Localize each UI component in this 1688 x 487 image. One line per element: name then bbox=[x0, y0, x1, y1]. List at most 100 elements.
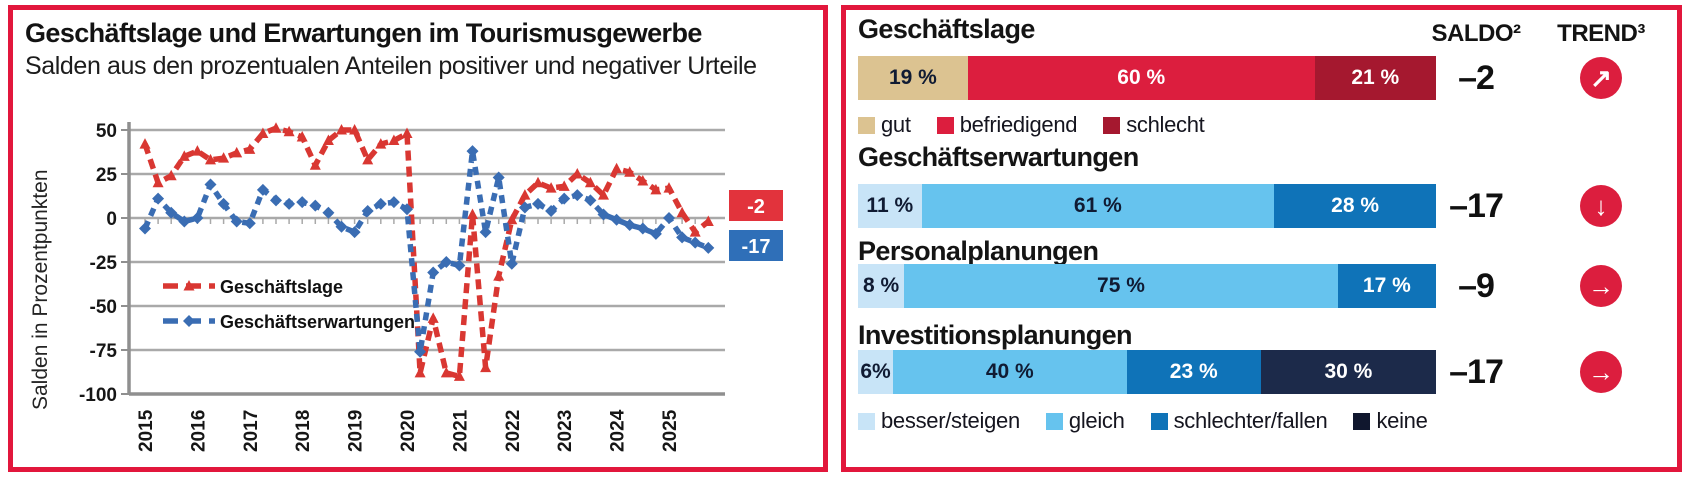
x-year-label: 2021 bbox=[450, 409, 471, 452]
diamond-marker bbox=[387, 196, 400, 209]
row-heading-personalplanungen: Personalplanungen bbox=[858, 236, 1099, 266]
chart-legend-label: Geschäftslage bbox=[220, 277, 343, 297]
line-chart-panel: Geschäftslage und Erwartungen im Tourism… bbox=[8, 5, 828, 472]
x-year-label: 2015 bbox=[136, 409, 157, 452]
chart-title: Geschäftslage und Erwartungen im Tourism… bbox=[25, 18, 702, 48]
triangle-marker bbox=[702, 215, 714, 227]
diamond-marker bbox=[492, 171, 505, 184]
legend-item: besser/steigen bbox=[858, 408, 1020, 434]
saldo-value-geschaeftslage: –2 bbox=[1458, 59, 1495, 97]
diamond-marker bbox=[217, 197, 230, 210]
legend-label: gut bbox=[881, 112, 911, 137]
triangle-marker bbox=[506, 213, 518, 225]
saldo-column-header: SALDO² bbox=[1431, 20, 1522, 47]
x-year-label: 2019 bbox=[346, 410, 367, 452]
legend-item: schlecht bbox=[1103, 112, 1205, 138]
saldo-value-investitionsplanungen: –17 bbox=[1449, 353, 1504, 391]
triangle-marker bbox=[205, 153, 216, 165]
stacked-bar-geschaeftserwartungen: 11 % 61 % 28 % bbox=[858, 184, 1436, 228]
triangle-marker bbox=[218, 152, 230, 163]
saldo-value-geschaeftserwartungen: –17 bbox=[1449, 187, 1504, 225]
triangle-marker bbox=[375, 138, 387, 149]
triangle-marker bbox=[309, 159, 321, 170]
y-axis-label: Salden in Prozentpunkten bbox=[29, 169, 52, 410]
diamond-marker bbox=[374, 197, 387, 210]
triangle-marker bbox=[663, 182, 675, 193]
row-heading-geschaeftserwartungen: Geschäftserwartungen bbox=[858, 142, 1139, 172]
y-tick-label: -100 bbox=[79, 385, 117, 406]
legend-planungen: besser/steigen gleich schlechter/fallen kei… bbox=[858, 408, 1428, 434]
legend-swatch-icon bbox=[1045, 412, 1063, 430]
triangle-marker bbox=[183, 280, 195, 291]
legend-lage: gut befriedigend schlecht bbox=[858, 112, 1205, 138]
diamond-marker bbox=[152, 192, 165, 205]
triangle-marker bbox=[598, 189, 609, 200]
triangle-marker bbox=[283, 125, 295, 137]
x-year-label: 2016 bbox=[188, 410, 209, 452]
triangle-marker bbox=[624, 166, 636, 177]
diamond-marker bbox=[440, 256, 453, 268]
triangle-marker bbox=[558, 180, 570, 191]
bar-segment: 30 % bbox=[1260, 350, 1436, 394]
chart-subtitle: Salden aus den prozentualen Anteilen pos… bbox=[25, 52, 757, 80]
diamond-marker bbox=[649, 227, 662, 240]
legend-item: gleich bbox=[1045, 408, 1125, 434]
triangle-marker bbox=[349, 124, 361, 135]
diamond-marker bbox=[636, 222, 649, 235]
diamond-marker bbox=[427, 266, 440, 279]
trend-up-right-icon: ↗ bbox=[1580, 57, 1622, 99]
triangle-marker bbox=[676, 206, 688, 218]
legend-swatch-icon bbox=[858, 116, 875, 134]
legend-item: befriedigend bbox=[936, 112, 1077, 138]
end-value-label: -2 bbox=[747, 196, 765, 218]
triangle-marker bbox=[270, 122, 282, 133]
triangle-marker bbox=[401, 127, 413, 139]
series-line-geschaeftslage bbox=[142, 125, 711, 380]
diamond-marker bbox=[414, 345, 427, 358]
triangle-marker bbox=[165, 169, 177, 181]
diamond-marker bbox=[296, 196, 309, 209]
diamond-marker bbox=[558, 192, 571, 205]
bar-segment: 19 % bbox=[858, 56, 968, 100]
triangle-marker bbox=[532, 176, 544, 188]
diamond-marker bbox=[532, 197, 544, 210]
diamond-marker bbox=[689, 236, 702, 249]
diamond-marker bbox=[479, 226, 492, 239]
triangle-marker bbox=[191, 145, 203, 156]
triangle-marker bbox=[388, 134, 400, 146]
bar-segment: 61 % bbox=[921, 184, 1275, 228]
triangle-marker bbox=[453, 370, 465, 381]
triangle-marker bbox=[467, 208, 478, 219]
diamond-marker bbox=[183, 315, 195, 327]
end-value-box bbox=[729, 190, 783, 221]
row-heading-geschaeftslage: Geschäftslage bbox=[858, 14, 1035, 44]
x-year-label: 2020 bbox=[398, 410, 419, 452]
x-year-label: 2017 bbox=[241, 410, 262, 452]
diamond-marker bbox=[597, 208, 610, 221]
diamond-marker bbox=[256, 183, 269, 196]
trend-right-icon: → bbox=[1580, 265, 1622, 307]
triangle-marker bbox=[152, 176, 164, 188]
bar-segment: 23 % bbox=[1126, 350, 1261, 394]
triangle-marker bbox=[336, 124, 347, 135]
diamond-marker bbox=[348, 226, 361, 239]
triangle-marker bbox=[493, 270, 505, 281]
legend-label: schlechter/fallen bbox=[1173, 408, 1328, 433]
bar-segment: 6% bbox=[858, 350, 894, 394]
line-chart: 50 25 0 -25 -50 -75 -100 2015 2016 2017 2018 2019 20… bbox=[79, 121, 783, 452]
legend-swatch-icon bbox=[858, 412, 875, 430]
x-year-label: 2024 bbox=[608, 409, 629, 452]
triangle-marker bbox=[637, 175, 649, 186]
diamond-marker bbox=[283, 197, 296, 210]
x-year-label: 2018 bbox=[293, 410, 314, 452]
y-tick-label: -25 bbox=[90, 253, 118, 274]
bar-segment: 17 % bbox=[1337, 264, 1436, 308]
triangle-marker bbox=[257, 127, 269, 139]
diamond-marker bbox=[243, 217, 256, 230]
legend-item: schlechter/fallen bbox=[1150, 408, 1328, 434]
row-heading-investitionsplanungen: Investitionsplanungen bbox=[858, 320, 1133, 350]
diamond-marker bbox=[191, 212, 204, 224]
bar-segment: 75 % bbox=[904, 264, 1338, 308]
diamond-marker bbox=[505, 257, 518, 270]
triangle-marker bbox=[611, 162, 623, 174]
